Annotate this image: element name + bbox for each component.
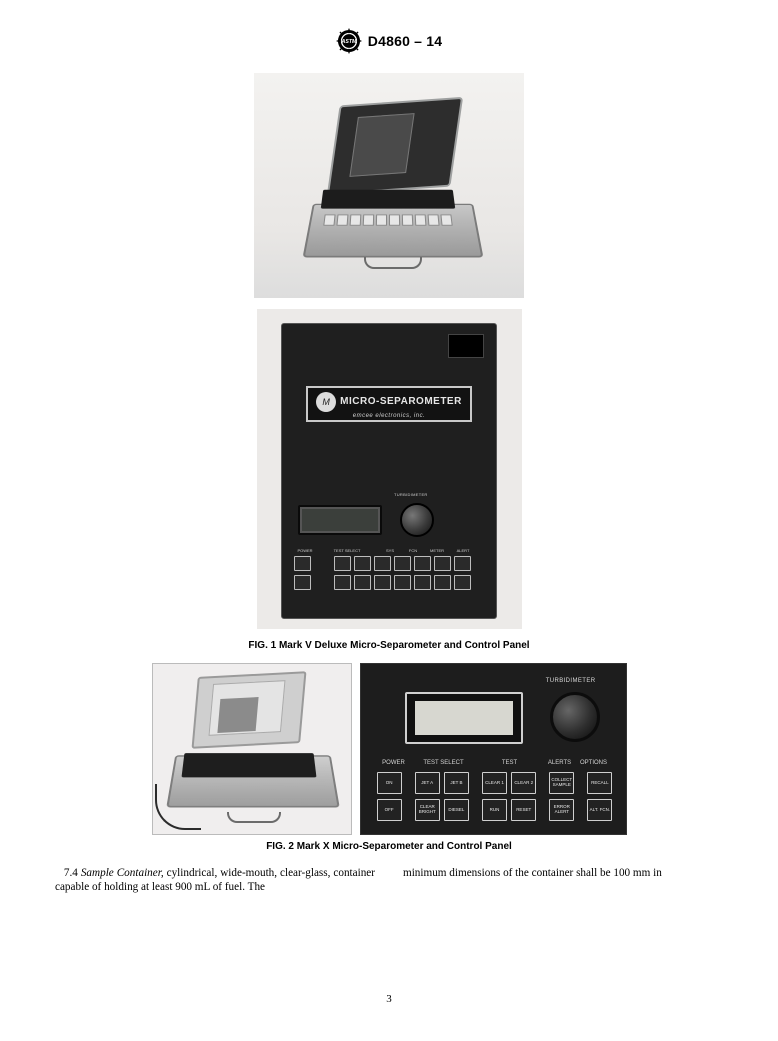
label-options: OPTIONS xyxy=(577,760,611,766)
lcd-display xyxy=(405,692,523,744)
panel2-section-labels: POWER TEST SELECT TEST ALERTS OPTIONS xyxy=(377,760,613,766)
panel-button[interactable]: CLEAR 1 xyxy=(482,772,507,794)
panel-button[interactable]: DIESEL xyxy=(444,799,469,821)
panel-key[interactable] xyxy=(434,556,451,571)
panel-button[interactable]: ON xyxy=(377,772,402,794)
label-alerts: ALERTS xyxy=(543,760,577,766)
panel-key[interactable] xyxy=(354,556,371,571)
label-power: POWER xyxy=(294,548,316,553)
panel-button[interactable]: ALT. FCN. xyxy=(587,799,612,821)
page-header: ASTM D4860 – 14 xyxy=(55,28,723,59)
body-col-right: minimum dimensions of the container shal… xyxy=(403,866,723,895)
panel-key[interactable] xyxy=(294,556,311,571)
turbidimeter-port xyxy=(400,503,434,537)
label-fcn: FCN xyxy=(402,548,424,553)
panel-key[interactable] xyxy=(414,556,431,571)
fig1-case-photo xyxy=(254,73,524,298)
section-number: 7.4 xyxy=(64,867,78,879)
figure-2-block: TURBIDIMETER POWER TEST SELECT TEST ALER… xyxy=(55,663,723,852)
body-text: 7.4 Sample Container, cylindrical, wide-… xyxy=(55,866,723,895)
label-alert: ALERT xyxy=(450,548,476,553)
panel-button[interactable]: CLEAR 2 xyxy=(511,772,536,794)
panel-button[interactable]: RUN xyxy=(482,799,507,821)
brand-plate: M MICRO-SEPAROMETER emcee electronics, in… xyxy=(306,386,472,422)
panel-key[interactable] xyxy=(434,575,451,590)
panel-section-labels: POWER TEST SELECT SYS FCN METER ALERT xyxy=(294,548,484,553)
figure-2-caption: FIG. 2 Mark X Micro-Separometer and Cont… xyxy=(55,841,723,852)
col2-text: minimum dimensions of the container shal… xyxy=(403,867,662,879)
panel-key[interactable] xyxy=(394,556,411,571)
turbidimeter-label: TURBIDIMETER xyxy=(394,492,428,497)
astm-logo-text: ASTM xyxy=(340,39,356,45)
figure-1-block: M MICRO-SEPAROMETER emcee electronics, in… xyxy=(55,73,723,651)
brand-logo-icon: M xyxy=(316,392,336,412)
mark-v-control-panel: M MICRO-SEPAROMETER emcee electronics, in… xyxy=(281,323,497,619)
panel-key[interactable] xyxy=(334,575,351,590)
label-meter: METER xyxy=(424,548,450,553)
label-power: POWER xyxy=(377,760,411,766)
panel-button[interactable]: COLLECT SAMPLE xyxy=(549,772,574,794)
panel-key[interactable] xyxy=(354,575,371,590)
turbidimeter-label: TURBIDIMETER xyxy=(546,678,596,684)
panel-vent xyxy=(448,334,484,358)
body-col-left: 7.4 Sample Container, cylindrical, wide-… xyxy=(55,866,375,895)
turbidimeter-port xyxy=(550,692,600,742)
page: ASTM D4860 – 14 M MICRO-SEPAROMETER xyxy=(0,0,778,1041)
astm-logo-icon: ASTM xyxy=(336,28,362,54)
label-sys: SYS xyxy=(378,548,402,553)
panel-key[interactable] xyxy=(374,556,391,571)
fig1-panel-photo: M MICRO-SEPAROMETER emcee electronics, in… xyxy=(257,309,522,629)
panel-key[interactable] xyxy=(454,556,471,571)
brand-title: MICRO-SEPAROMETER xyxy=(340,396,462,407)
figure-1-caption: FIG. 1 Mark V Deluxe Micro-Separometer a… xyxy=(55,640,723,651)
panel-button[interactable]: OFF xyxy=(377,799,402,821)
page-number: 3 xyxy=(0,993,778,1005)
panel-button[interactable]: ERROR ALERT xyxy=(549,799,574,821)
fig2-case-photo xyxy=(152,663,352,835)
mark-x-control-panel: TURBIDIMETER POWER TEST SELECT TEST ALER… xyxy=(360,663,627,835)
panel-key[interactable] xyxy=(394,575,411,590)
document-id: D4860 – 14 xyxy=(368,33,442,49)
panel-button[interactable]: JET A xyxy=(415,772,440,794)
panel-key[interactable] xyxy=(454,575,471,590)
panel-button[interactable]: RESET xyxy=(511,799,536,821)
label-test-select: TEST SELECT xyxy=(316,548,378,553)
panel-key[interactable] xyxy=(294,575,311,590)
label-test: TEST xyxy=(477,760,543,766)
brand-subtitle: emcee electronics, inc. xyxy=(308,413,470,419)
panel2-button-grid: ON JET AJET B CLEAR 1CLEAR 2 COLLECT SAMPLE… xyxy=(377,772,613,826)
panel-button[interactable]: CLEAR BRIGHT xyxy=(415,799,440,821)
panel-key[interactable] xyxy=(414,575,431,590)
panel-keypad xyxy=(294,556,484,594)
panel-button[interactable]: RECALL xyxy=(587,772,612,794)
panel-key[interactable] xyxy=(334,556,351,571)
panel-button[interactable]: JET B xyxy=(444,772,469,794)
panel-key[interactable] xyxy=(374,575,391,590)
lcd-display xyxy=(298,505,382,535)
defined-term: Sample Container, xyxy=(81,867,164,879)
label-test-select: TEST SELECT xyxy=(411,760,477,766)
